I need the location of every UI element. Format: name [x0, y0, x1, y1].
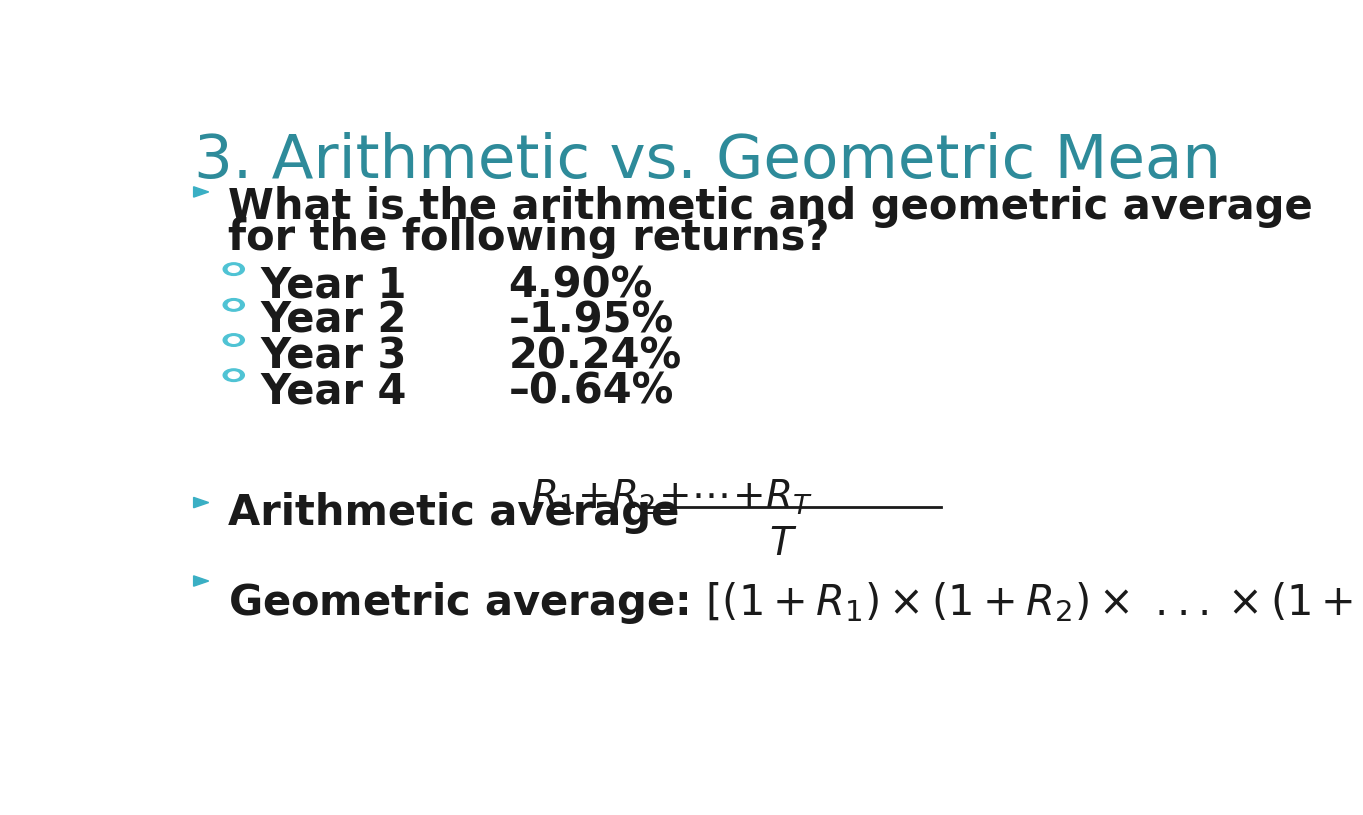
Text: $\mathit{R}_1\!+\!\mathit{R}_2\!+\!\cdots\!+\!\mathit{R}_T$: $\mathit{R}_1\!+\!\mathit{R}_2\!+\!\cdot… [532, 478, 814, 517]
Polygon shape [194, 187, 209, 197]
Circle shape [224, 369, 244, 381]
Text: $\mathit{T}$: $\mathit{T}$ [769, 525, 797, 562]
Text: Year 2: Year 2 [260, 300, 406, 341]
Text: 4.90%: 4.90% [508, 264, 653, 306]
Circle shape [228, 337, 240, 343]
Text: Year 1: Year 1 [260, 264, 406, 306]
Text: –0.64%: –0.64% [508, 370, 673, 412]
Circle shape [228, 302, 240, 308]
Text: 3. Arithmetic vs. Geometric Mean: 3. Arithmetic vs. Geometric Mean [194, 132, 1221, 192]
Text: Arithmetic average: Arithmetic average [229, 492, 680, 534]
Text: What is the arithmetic and geometric average: What is the arithmetic and geometric ave… [229, 186, 1313, 227]
Circle shape [224, 298, 244, 311]
Text: –1.95%: –1.95% [508, 300, 673, 341]
Text: for the following returns?: for the following returns? [229, 217, 830, 259]
Circle shape [224, 263, 244, 275]
Text: Year 4: Year 4 [260, 370, 406, 412]
Circle shape [228, 266, 240, 272]
Polygon shape [194, 497, 209, 508]
Text: Geometric average: $[(1 + \mathit{R}_1) \times (1 + \mathit{R}_2) \times \ ...\t: Geometric average: $[(1 + \mathit{R}_1) … [229, 570, 1363, 627]
Circle shape [224, 334, 244, 346]
Polygon shape [194, 576, 209, 586]
Text: 20.24%: 20.24% [508, 335, 682, 377]
Text: Year 3: Year 3 [260, 335, 406, 377]
Circle shape [228, 372, 240, 378]
